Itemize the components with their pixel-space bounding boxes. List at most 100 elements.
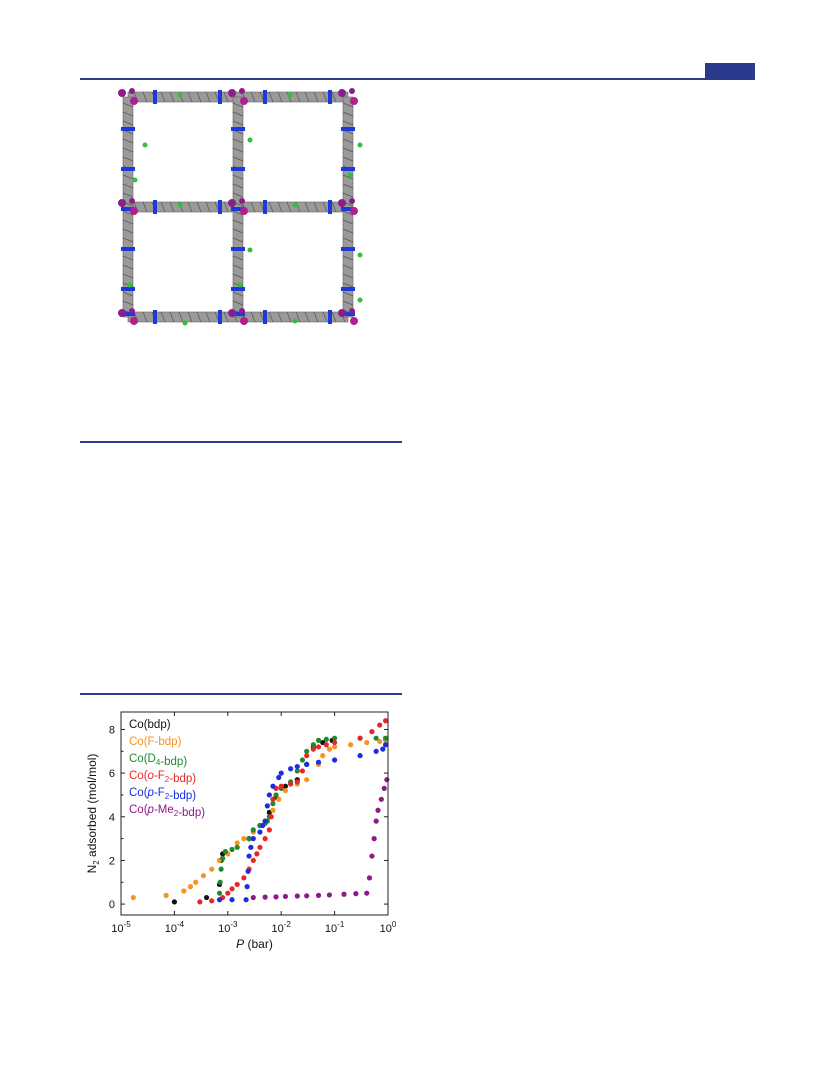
nitrogen-atom [341,247,355,251]
linker-bond [295,91,301,103]
fluorine-atom [182,320,188,326]
linker-bond [122,237,134,243]
data-point-pF2 [278,770,284,776]
linker-bond [232,255,244,261]
linker-bond [331,91,337,103]
legend-entry-F: Co(F-bdp) [129,736,182,748]
cobalt-node [338,309,346,317]
nitrogen-atom [341,167,355,171]
cobalt-node [350,97,358,105]
data-point-oF2 [357,735,363,741]
cobalt-node [239,88,245,94]
linker-bond [122,210,134,216]
linker-bond [342,228,354,234]
x-tick-label: 10-4 [165,920,185,935]
linker-bond [342,120,354,126]
nitrogen-atom [328,90,332,104]
data-point-pMe2 [282,893,289,900]
linker-bond [342,192,354,198]
linker-bond [277,91,283,103]
data-point-oF2 [332,739,338,746]
linker-bond [160,311,166,323]
data-point-pF2 [248,844,254,850]
linker-bond [223,201,229,213]
cobalt-node [228,309,236,317]
data-point-oF2 [225,890,231,896]
data-point-D4 [250,827,256,833]
fluorine-atom [292,318,298,324]
linker-bond [160,201,166,213]
data-point-oF2 [229,886,235,892]
linker-bond [196,201,202,213]
linker-bond [122,156,134,162]
linker-bond [232,264,244,270]
linker-bond [342,300,354,306]
y-axis-label: N2 adsorbed (mol/mol) [85,754,101,874]
data-point-pMe2 [381,785,387,791]
x-tick-label: 10-5 [111,920,131,935]
legend-entry-pF2: Co(p-F2-bdp) [129,787,196,802]
linker-bond [286,201,292,213]
y-tick-label: 2 [109,855,115,867]
nitrogen-atom [121,247,135,251]
nitrogen-atom [231,247,245,251]
linker-bond [232,138,244,144]
data-point-pF2 [294,763,300,770]
cobalt-node [239,198,245,204]
data-point-F [241,836,247,842]
nitrogen-atom [231,207,245,211]
linker-bond [342,210,354,216]
data-point-F [181,888,187,894]
nitrogen-atom [263,310,267,324]
data-point-pMe2 [273,894,279,900]
linker-bond [250,201,256,213]
cobalt-node [129,88,135,94]
data-point-pF2 [332,757,338,763]
fluorine-atom [177,92,183,98]
data-point-pMe2 [326,892,333,898]
fluorine-atom [357,297,363,303]
data-point-pF2 [304,761,310,767]
x-tick-label: 10-1 [325,920,345,935]
linker-bond [331,201,337,213]
linker-bond [122,228,134,234]
data-point-pF2 [245,868,251,874]
data-point-pF2 [244,884,250,890]
data-point-pF2 [262,818,268,824]
data-point-pF2 [243,897,249,903]
linker-bond [313,311,319,323]
linker-bond [232,120,244,126]
data-point-pMe2 [304,893,310,899]
linker-bond [342,138,354,144]
linker-bond [232,183,244,189]
data-point-F [364,739,370,746]
linker-bond [142,201,148,213]
data-point-pMe2 [369,853,375,859]
linker-bond [142,311,148,323]
data-point-pMe2 [262,894,268,900]
nitrogen-atom [218,310,222,324]
data-point-oF2 [377,722,383,728]
data-point-oF2 [250,857,256,864]
data-point-pF2 [264,803,270,809]
linker-bond [250,311,256,323]
linker-bond [142,91,148,103]
linker-bond [122,174,134,180]
data-point-pMe2 [294,893,300,899]
linker-bond [223,311,229,323]
y-tick-label: 8 [109,724,115,736]
linker-bond [232,156,244,162]
data-point-oF2 [304,753,310,759]
data-point-F [304,777,310,783]
linker-bond [322,311,328,323]
cobalt-node [228,89,236,97]
data-point-oF2 [209,898,215,904]
cobalt-node [240,97,248,105]
linker-bond [342,219,354,225]
linker-bond [232,237,244,243]
cobalt-node [129,198,135,204]
linker-bond [268,91,274,103]
linker-bond [187,311,193,323]
data-point-D4 [323,736,329,742]
nitrogen-atom [121,167,135,171]
